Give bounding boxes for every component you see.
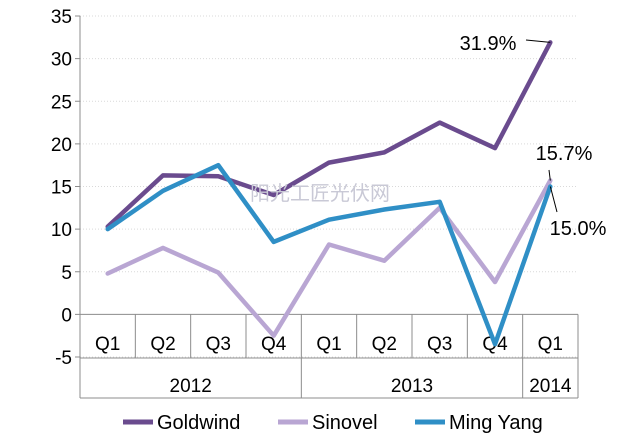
legend-label: Ming Yang — [449, 412, 543, 434]
category-label: Q1 — [95, 334, 120, 355]
annotations: 31.9% 15.7% 15.0% — [460, 33, 607, 240]
year-label: 2012 — [170, 376, 212, 397]
y-tick-label: 5 — [61, 263, 72, 284]
grid — [80, 15, 578, 358]
y-tick-label: 0 — [61, 305, 72, 326]
y-tick-label: 35 — [51, 7, 72, 28]
legend-label: Sinovel — [312, 412, 378, 434]
y-tick-label: 20 — [51, 135, 72, 156]
watermark: 阳光工匠光伏网 — [250, 182, 390, 205]
series-line-goldwind — [105, 40, 553, 229]
category-label: Q3 — [427, 334, 452, 355]
category-label: Q2 — [372, 334, 397, 355]
y-tick-label: 15 — [51, 178, 72, 199]
annotation-leader — [525, 39, 551, 43]
category-label: Q1 — [538, 334, 563, 355]
data-label: 15.0% — [550, 218, 607, 240]
category-label: Q1 — [316, 334, 341, 355]
data-label: 15.7% — [536, 143, 593, 165]
series-line-sinovel — [105, 178, 553, 338]
series-line-ming-yang — [105, 162, 553, 347]
category-label: Q4 — [261, 334, 287, 355]
y-axis-ticks: -5 0 5 10 15 20 25 30 35 — [51, 7, 80, 369]
annotation-leader — [548, 169, 551, 181]
legend-label: Goldwind — [157, 412, 240, 434]
annotation-leader — [549, 186, 558, 213]
year-label: 2014 — [529, 376, 572, 397]
y-tick-label: 10 — [51, 220, 72, 241]
y-tick-label: 30 — [51, 50, 72, 71]
series-lines — [105, 40, 553, 347]
year-label: 2013 — [391, 376, 433, 397]
category-label: Q2 — [150, 334, 175, 355]
y-tick-label: 25 — [51, 92, 72, 113]
category-label: Q3 — [206, 334, 231, 355]
data-label: 31.9% — [460, 33, 517, 55]
y-tick-label: -5 — [55, 348, 72, 369]
legend: Goldwind Sinovel Ming Yang — [123, 412, 543, 434]
